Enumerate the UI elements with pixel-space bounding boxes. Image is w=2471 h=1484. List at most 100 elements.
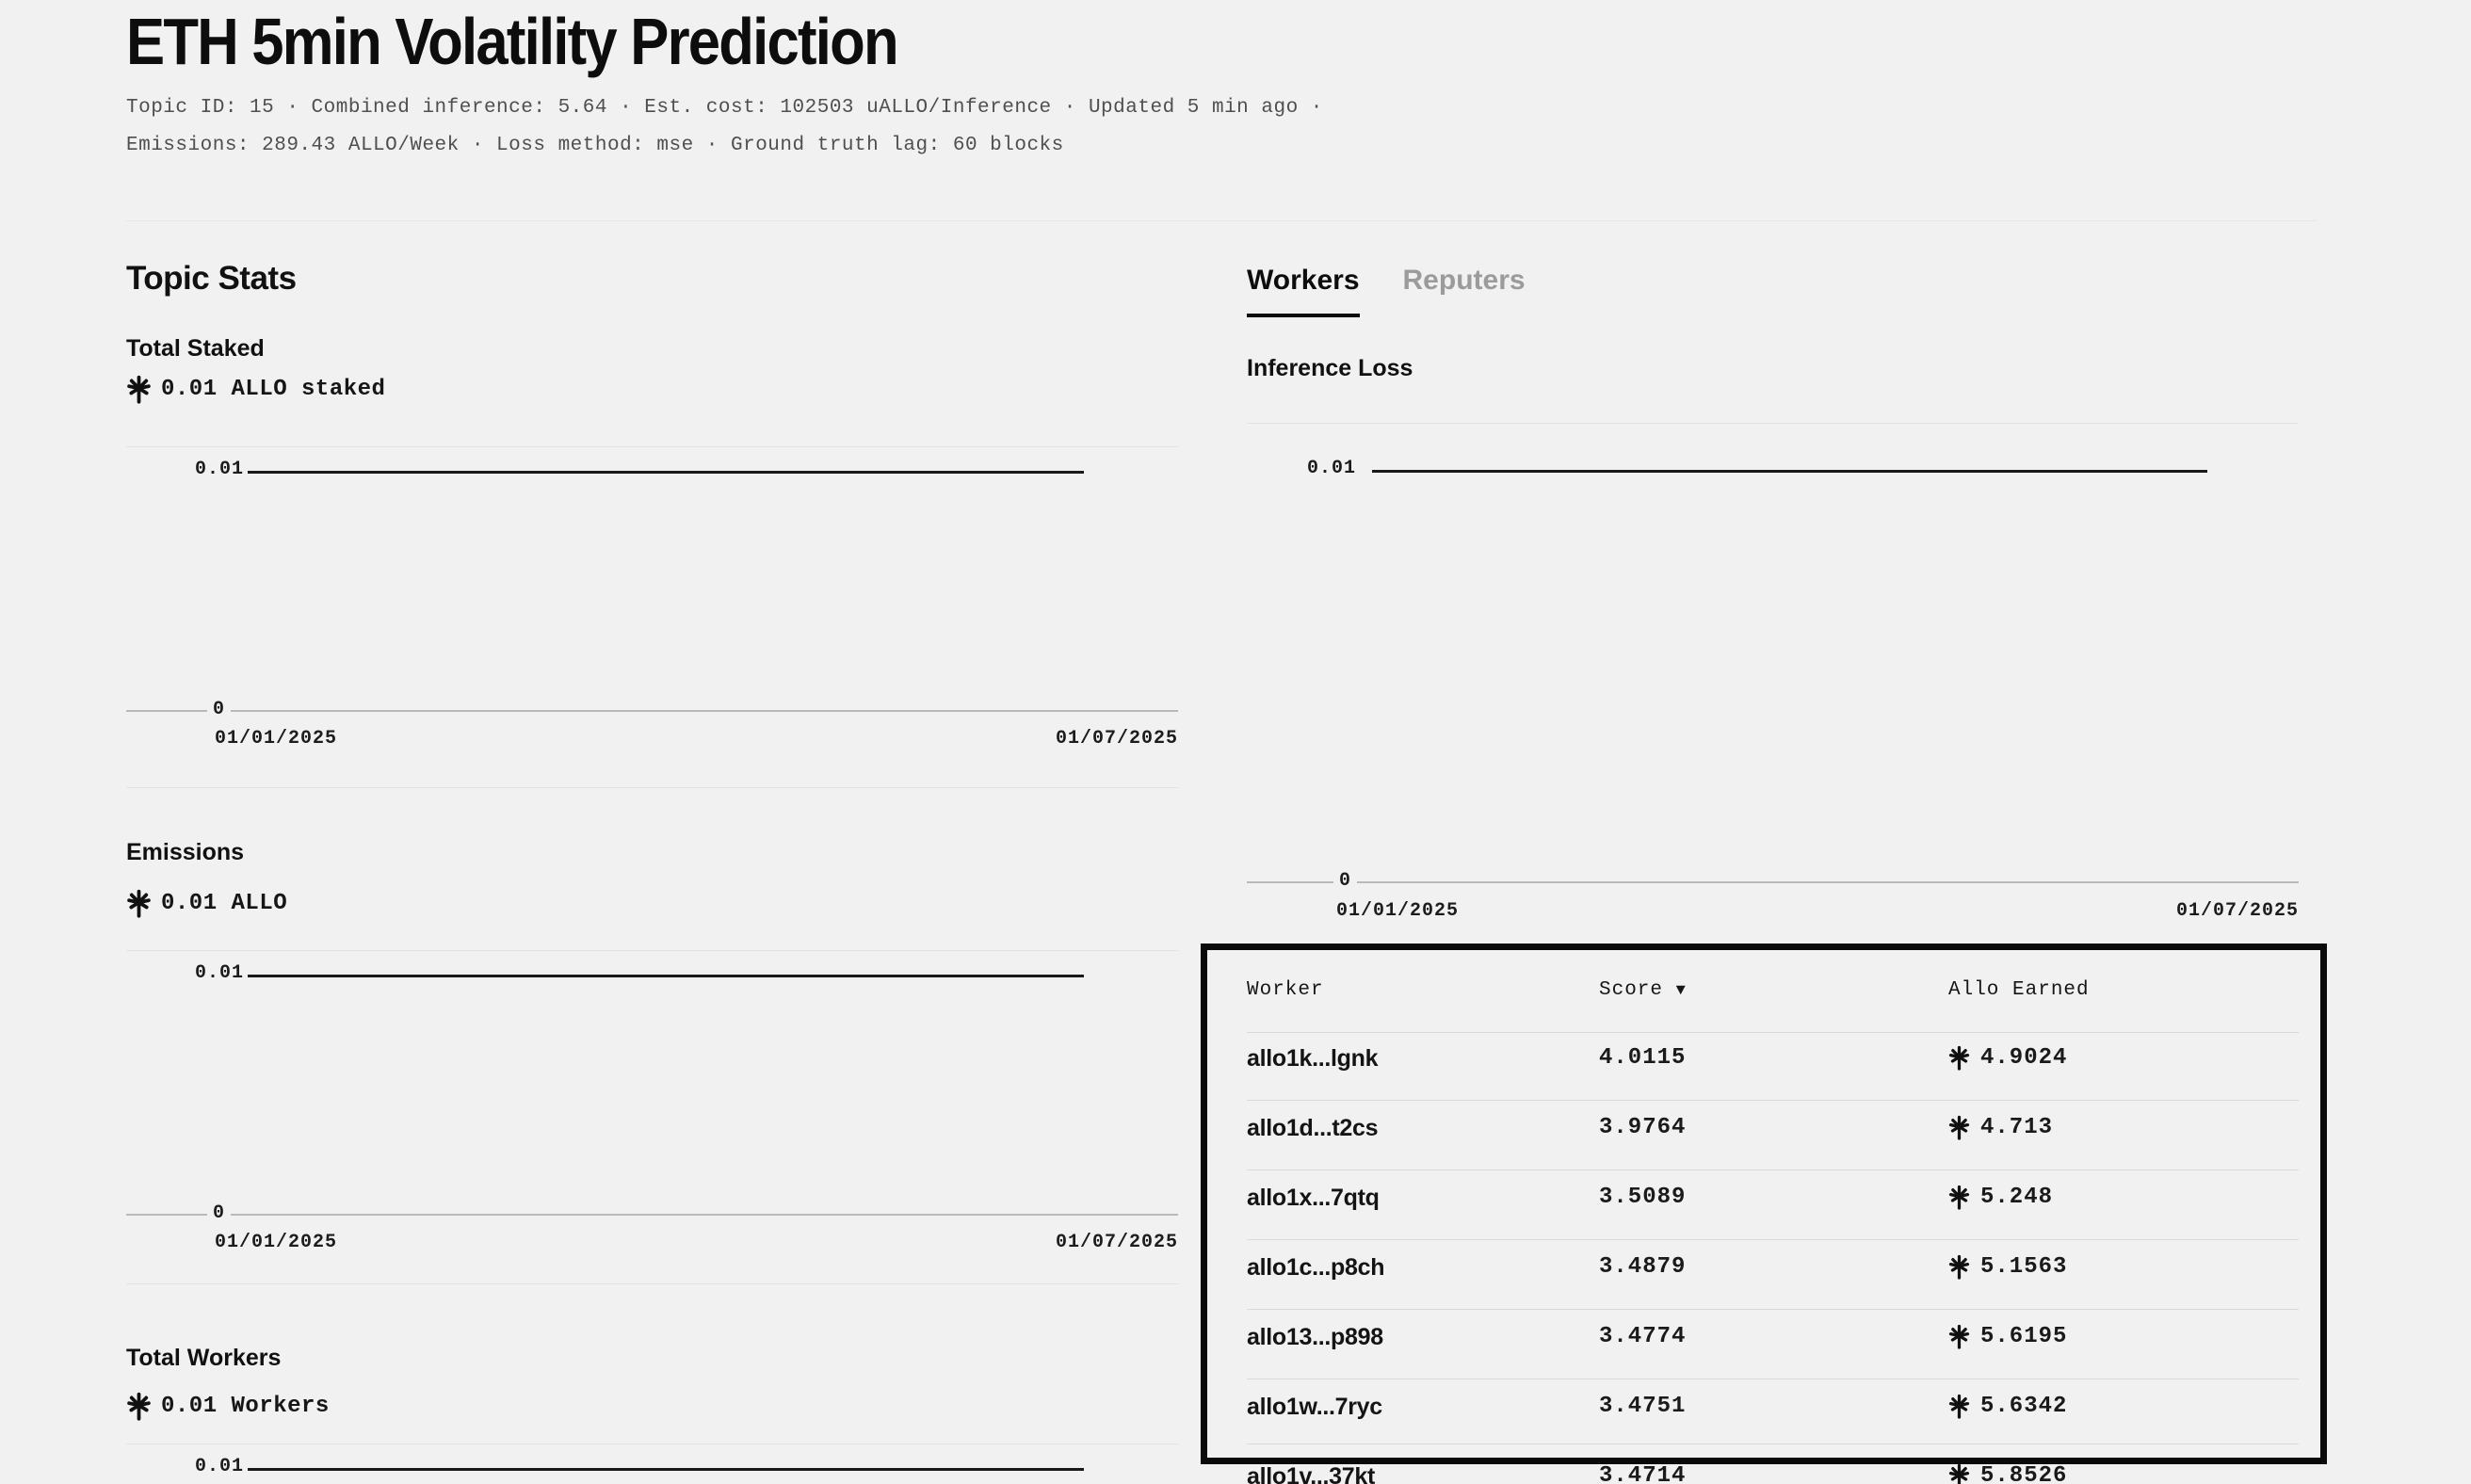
worker-address[interactable]: allo1d...t2cs	[1247, 1115, 1379, 1141]
chart-total-workers: 0.01	[126, 1444, 1178, 1484]
worker-score: 3.4714	[1599, 1463, 1687, 1484]
allo-earned-value: 5.6342	[1980, 1394, 2068, 1419]
worker-allo-earned: 5.248	[1948, 1185, 2053, 1210]
allo-tree-icon	[126, 889, 152, 918]
col-header-score-label: Score	[1599, 979, 1664, 1001]
y-axis-max-label: 0.01	[195, 1456, 245, 1477]
x-axis-line	[126, 710, 1178, 712]
worker-address[interactable]: allo1c...p8ch	[1247, 1254, 1385, 1281]
y-axis-zero-label: 0	[207, 699, 232, 720]
worker-row[interactable]: allo1d...t2cs 3.9764 4.713	[1247, 1115, 2299, 1153]
x-axis-end-label: 01/07/2025	[1055, 1232, 1178, 1253]
worker-address[interactable]: allo1v...37kt	[1247, 1463, 1375, 1484]
sort-desc-icon: ▼	[1675, 982, 1687, 1000]
col-header-allo-earned: Allo Earned	[1948, 979, 2090, 1001]
allo-tree-icon	[1948, 1463, 1970, 1484]
worker-allo-earned: 5.1563	[1948, 1254, 2067, 1280]
y-axis-max-label: 0.01	[195, 459, 245, 480]
stat-label-emissions: Emissions	[126, 839, 245, 865]
allo-tree-icon	[1948, 1185, 1970, 1210]
worker-row[interactable]: allo1v...37kt 3.4714 5.8526	[1247, 1463, 2299, 1484]
row-divider	[1247, 1309, 2299, 1310]
header-divider	[126, 220, 2317, 221]
x-axis-end-label: 01/07/2025	[2175, 900, 2299, 922]
worker-score: 3.4774	[1599, 1324, 1687, 1349]
stat-label-total-staked: Total Staked	[126, 335, 265, 362]
y-axis-max-label: 0.01	[1307, 458, 1357, 479]
allo-tree-icon	[126, 1392, 152, 1421]
topic-stats-section: Topic Stats Total Staked 0.01 ALLO stake…	[126, 0, 1178, 1484]
worker-row[interactable]: allo1k...lgnk 4.0115 4.9024	[1247, 1045, 2299, 1083]
worker-row[interactable]: allo1w...7ryc 3.4751 5.6342	[1247, 1394, 2299, 1431]
col-header-score-sort[interactable]: Score ▼	[1599, 979, 1687, 1001]
row-divider	[1247, 1169, 2299, 1170]
page-title: ETH 5min Volatility Prediction	[126, 5, 899, 78]
worker-allo-earned: 5.6195	[1948, 1324, 2067, 1349]
worker-allo-earned: 5.6342	[1948, 1394, 2067, 1419]
allo-tree-icon	[1948, 1324, 1970, 1349]
worker-score: 3.9764	[1599, 1115, 1687, 1140]
stat-value-text: 0.01 ALLO	[161, 891, 288, 916]
allo-earned-value: 5.8526	[1980, 1463, 2068, 1484]
topic-stats-heading: Topic Stats	[126, 260, 297, 297]
table-header-divider	[1247, 1032, 2299, 1033]
x-axis-line	[126, 1214, 1178, 1216]
allo-tree-icon	[126, 375, 152, 404]
worker-score: 3.4879	[1599, 1254, 1687, 1280]
worker-row[interactable]: allo1c...p8ch 3.4879 5.1563	[1247, 1254, 2299, 1292]
tab-reputers[interactable]: Reputers	[1403, 265, 1526, 317]
x-axis-line	[1247, 881, 2299, 883]
x-axis-start-label: 01/01/2025	[215, 728, 338, 750]
worker-row[interactable]: allo1x...7qtq 3.5089 5.248	[1247, 1185, 2299, 1222]
allo-tree-icon	[1948, 1394, 1970, 1419]
x-axis-start-label: 01/01/2025	[215, 1232, 338, 1253]
chart-emissions: 0.01 0 01/01/2025 01/07/2025	[126, 950, 1178, 1284]
row-divider	[1247, 1100, 2299, 1101]
allo-earned-value: 4.9024	[1980, 1045, 2068, 1071]
worker-allo-earned: 4.713	[1948, 1115, 2053, 1140]
worker-address[interactable]: allo1x...7qtq	[1247, 1185, 1380, 1211]
workers-panel: Workers Reputers Inference Loss 0.01 0 0…	[1247, 0, 2299, 1484]
x-axis-start-label: 01/01/2025	[1336, 900, 1460, 922]
x-axis-end-label: 01/07/2025	[1055, 728, 1178, 750]
chart-inference-loss: 0.01 0 01/01/2025 01/07/2025	[1247, 423, 2299, 945]
allo-earned-value: 5.248	[1980, 1185, 2054, 1210]
worker-score: 3.4751	[1599, 1394, 1687, 1419]
stat-value-total-staked: 0.01 ALLO staked	[126, 375, 385, 404]
col-header-worker: Worker	[1247, 979, 1324, 1001]
inference-loss-heading: Inference Loss	[1247, 355, 1413, 381]
worker-address[interactable]: allo1k...lgnk	[1247, 1045, 1379, 1072]
panel-tabs: Workers Reputers	[1247, 265, 1526, 317]
worker-address[interactable]: allo13...p898	[1247, 1324, 1383, 1350]
chart-total-staked: 0.01 0 01/01/2025 01/07/2025	[126, 446, 1178, 788]
worker-address[interactable]: allo1w...7ryc	[1247, 1394, 1382, 1420]
row-divider	[1247, 1239, 2299, 1240]
stat-value-text: 0.01 Workers	[161, 1394, 330, 1419]
data-line	[248, 975, 1084, 977]
allo-tree-icon	[1948, 1045, 1970, 1071]
active-tab-underline	[1247, 314, 1360, 317]
allo-earned-value: 5.1563	[1980, 1254, 2068, 1280]
y-axis-zero-label: 0	[207, 1202, 232, 1224]
topic-meta-line-1: Topic ID: 15 · Combined inference: 5.64 …	[126, 97, 1323, 119]
tab-workers[interactable]: Workers	[1247, 265, 1360, 317]
stat-value-total-workers: 0.01 Workers	[126, 1392, 330, 1421]
topic-meta-line-2: Emissions: 289.43 ALLO/Week · Loss metho…	[126, 135, 1064, 156]
tab-workers-label: Workers	[1247, 265, 1360, 296]
worker-allo-earned: 4.9024	[1948, 1045, 2067, 1071]
data-line	[1372, 470, 2207, 473]
worker-allo-earned: 5.8526	[1948, 1463, 2067, 1484]
worker-row[interactable]: allo13...p898 3.4774 5.6195	[1247, 1324, 2299, 1362]
tab-reputers-label: Reputers	[1402, 265, 1526, 296]
worker-score: 4.0115	[1599, 1045, 1687, 1071]
allo-earned-value: 5.6195	[1980, 1324, 2068, 1349]
stat-label-total-workers: Total Workers	[126, 1345, 282, 1371]
allo-earned-value: 4.713	[1980, 1115, 2054, 1140]
y-axis-zero-label: 0	[1333, 870, 1358, 892]
data-line	[248, 1468, 1084, 1471]
worker-score: 3.5089	[1599, 1185, 1687, 1210]
stat-value-text: 0.01 ALLO staked	[161, 377, 386, 402]
stat-value-emissions: 0.01 ALLO	[126, 889, 287, 918]
allo-tree-icon	[1948, 1254, 1970, 1280]
allo-tree-icon	[1948, 1115, 1970, 1140]
